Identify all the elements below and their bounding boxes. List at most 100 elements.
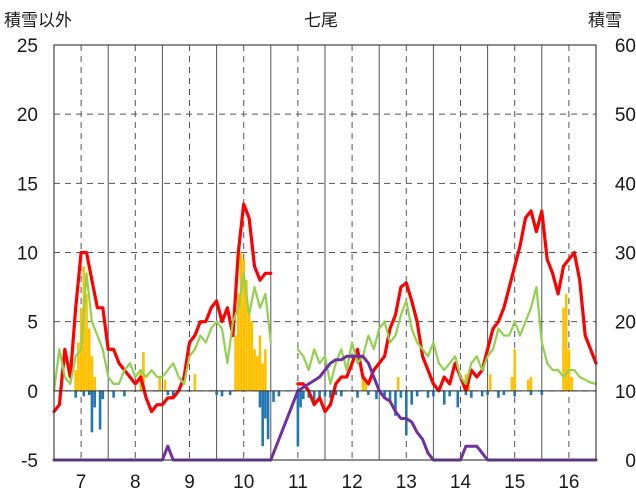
x-tick: 12	[342, 472, 363, 493]
right-axis-label: 積雪	[588, 11, 622, 31]
bar-yellow	[258, 335, 262, 391]
bar-blue	[410, 390, 414, 405]
bar-blue	[375, 390, 378, 400]
bar-yellow	[562, 307, 565, 391]
bar-yellow	[93, 377, 96, 391]
bar-yellow	[85, 294, 88, 391]
bar-blue	[296, 390, 300, 447]
bar-yellow	[74, 370, 77, 391]
bar-yellow	[255, 356, 259, 391]
plot-frame	[53, 44, 597, 461]
x-tick: 15	[504, 472, 525, 493]
bar-blue	[90, 390, 94, 433]
bar-blue	[312, 390, 316, 405]
bar-blue	[432, 390, 435, 397]
bar-yellow	[526, 379, 530, 391]
y-tick-right: 0	[625, 451, 636, 472]
bar-blue	[215, 390, 218, 395]
bar-yellow	[82, 266, 86, 391]
bar-blue	[264, 390, 267, 419]
bar-yellow	[90, 356, 94, 391]
bar-blue	[329, 390, 332, 398]
bar-blue	[318, 390, 321, 400]
bar-blue	[334, 390, 338, 395]
bar-blue	[339, 390, 343, 397]
x-tick: 10	[233, 472, 254, 493]
bar-yellow	[513, 349, 516, 391]
green-series-line	[52, 272, 598, 392]
bar-yellow	[234, 335, 237, 391]
y-tick-left: 0	[27, 382, 38, 403]
bar-yellow	[250, 321, 254, 391]
y-tick-right: 30	[615, 244, 636, 265]
bar-blue	[277, 390, 281, 397]
bar-blue	[171, 390, 175, 397]
x-tick: 11	[288, 472, 308, 493]
y-tick-right: 60	[615, 36, 636, 57]
x-tick: 9	[184, 472, 195, 493]
bar-yellow	[245, 280, 248, 391]
bar-blue	[220, 390, 224, 397]
bar-yellow	[261, 363, 264, 391]
bar-yellow	[163, 379, 167, 391]
bar-blue	[497, 390, 500, 398]
bar-blue	[426, 390, 430, 398]
y-tick-right: 40	[615, 174, 636, 195]
bar-blue	[394, 390, 397, 416]
bar-blue	[112, 390, 115, 398]
y-tick-left: 5	[27, 313, 38, 334]
y-tick-left: 10	[17, 244, 38, 265]
bar-blue	[399, 390, 403, 398]
y-tick-left: -5	[21, 451, 38, 472]
bar-yellow	[489, 374, 492, 391]
bar-blue	[261, 390, 264, 447]
bar-yellow	[77, 342, 80, 391]
bar-yellow	[158, 377, 161, 391]
y-tick-right: 50	[615, 105, 636, 126]
bar-blue	[367, 390, 370, 395]
y-tick-left: 25	[17, 36, 38, 57]
bar-yellow	[570, 377, 573, 391]
bar-yellow	[364, 382, 367, 391]
x-tick: 8	[130, 472, 141, 493]
bar-blue	[502, 390, 506, 395]
bar-blue	[405, 390, 408, 436]
bar-yellow	[239, 252, 243, 391]
x-tick: 14	[450, 472, 472, 493]
bar-blue	[166, 390, 170, 395]
bar-blue	[480, 390, 484, 397]
bar-blue	[101, 390, 105, 400]
bar-blue	[323, 390, 327, 397]
left-axis-label: 積雪以外	[4, 11, 72, 31]
y-tick-right: 20	[615, 313, 636, 334]
y-tick-left: 15	[17, 174, 38, 195]
bar-blue	[456, 390, 460, 408]
bar-blue	[302, 390, 305, 400]
bar-blue	[272, 390, 275, 402]
bar-blue	[266, 390, 270, 440]
bar-blue	[513, 390, 516, 397]
bar-blue	[486, 390, 489, 395]
bar-blue	[383, 390, 386, 397]
bar-blue	[540, 390, 544, 395]
red-series-line	[52, 202, 598, 414]
bar-blue	[82, 390, 86, 397]
bar-yellow	[529, 377, 533, 391]
bar-yellow	[467, 382, 470, 391]
bar-yellow	[361, 374, 365, 391]
y-tick-right: 10	[615, 382, 636, 403]
bar-blue	[442, 390, 446, 405]
bar-yellow	[247, 307, 251, 391]
bar-blue	[470, 390, 473, 398]
bar-blue	[464, 390, 468, 395]
bar-blue	[93, 390, 96, 408]
bar-blue	[388, 390, 392, 402]
bar-blue	[228, 390, 232, 395]
bar-blue	[356, 390, 359, 398]
bar-blue	[258, 390, 262, 408]
bar-yellow	[87, 328, 91, 391]
bar-blue	[415, 390, 419, 397]
bar-blue	[123, 390, 126, 397]
chart-title: 七尾	[304, 11, 338, 31]
